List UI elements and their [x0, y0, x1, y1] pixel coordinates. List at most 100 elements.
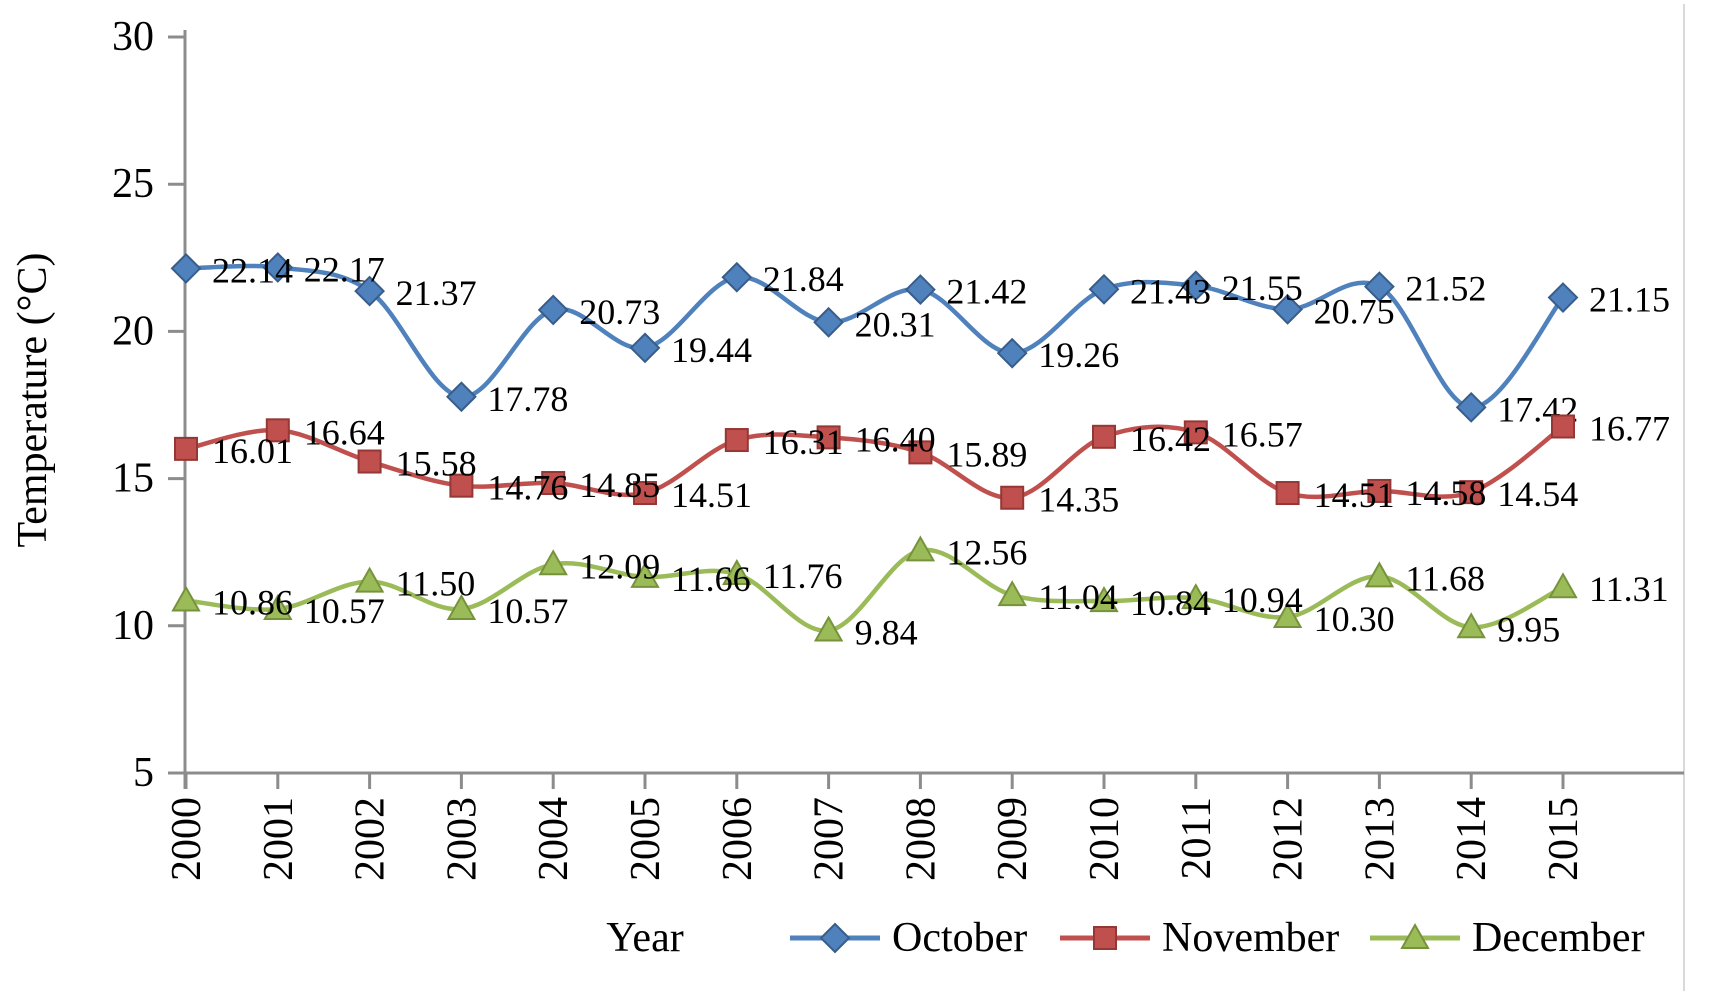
october-marker-2008 — [904, 274, 936, 306]
y-tick-label: 20 — [112, 308, 154, 354]
november-marker-2005 — [633, 481, 657, 506]
x-tick-label: 2008 — [898, 797, 944, 881]
x-tick-label: 2003 — [439, 797, 485, 881]
november-marker-2001 — [265, 418, 290, 443]
october-marker-2003 — [445, 381, 477, 413]
december-line — [183, 547, 1566, 633]
october-data-label: 21.43 — [1130, 271, 1211, 311]
november-marker-2000 — [174, 436, 198, 461]
december-data-label: 9.95 — [1497, 609, 1560, 649]
november-data-label: 16.01 — [212, 431, 293, 471]
legend-october-label: October — [892, 915, 1027, 961]
october-data-label: 21.55 — [1222, 268, 1303, 308]
x-tick-label: 2007 — [807, 797, 853, 881]
x-tick-label: 2011 — [1174, 797, 1220, 879]
november-data-label: 15.58 — [396, 444, 477, 484]
october-data-label: 20.31 — [855, 304, 936, 344]
december-data-label: 10.86 — [212, 582, 293, 622]
november-marker-2007 — [816, 425, 841, 450]
legend-december-label: December — [1472, 915, 1645, 961]
november-data-label: 16.31 — [763, 422, 844, 462]
legend-december-marker — [1400, 922, 1430, 949]
november-marker-2002 — [357, 449, 382, 474]
legend-november-label: November — [1162, 915, 1339, 961]
october-marker-2013 — [1363, 271, 1395, 303]
december-marker-2003 — [446, 593, 477, 621]
y-tick-label: 25 — [112, 161, 154, 207]
november-marker-2003 — [449, 473, 474, 498]
october-marker-2000 — [170, 252, 202, 284]
november-data-label: 14.85 — [579, 465, 660, 505]
december-marker-2002 — [354, 566, 385, 593]
november-data-label: 16.40 — [855, 419, 936, 459]
december-marker-2008 — [905, 535, 936, 562]
december-marker-2011 — [1181, 583, 1211, 610]
october-data-label: 21.37 — [396, 273, 477, 313]
november-data-label: 14.54 — [1497, 474, 1578, 514]
december-marker-2010 — [1089, 586, 1119, 613]
x-tick-label: 2012 — [1266, 797, 1312, 881]
october-marker-2005 — [629, 332, 661, 364]
november-marker-2010 — [1092, 424, 1116, 449]
october-marker-2004 — [537, 294, 569, 326]
x-tick-label: 2000 — [164, 797, 210, 881]
november-data-label: 15.89 — [946, 434, 1027, 474]
x-axis-title: Year — [606, 915, 683, 961]
december-data-label: 12.56 — [946, 532, 1027, 572]
x-tick-label: 2010 — [1082, 797, 1128, 881]
december-data-label: 10.57 — [304, 591, 385, 631]
december-data-label: 11.04 — [1038, 577, 1118, 617]
october-marker-2002 — [354, 275, 386, 307]
november-data-label: 16.42 — [1130, 419, 1211, 459]
december-marker-2012 — [1272, 601, 1303, 628]
october-data-label: 22.14 — [212, 250, 293, 290]
december-marker-2005 — [630, 561, 660, 588]
november-marker-2006 — [724, 428, 749, 453]
december-data-label: 9.84 — [855, 613, 918, 653]
december-data-label: 11.66 — [671, 559, 751, 599]
october-data-label: 20.75 — [1314, 291, 1395, 331]
october-data-label: 19.44 — [671, 330, 752, 370]
october-marker-2001 — [262, 252, 294, 283]
november-marker-2004 — [541, 471, 566, 496]
december-marker-2013 — [1364, 561, 1395, 588]
december-data-label: 11.31 — [1589, 569, 1669, 609]
october-data-label: 17.78 — [487, 379, 568, 419]
october-marker-2011 — [1180, 270, 1212, 302]
november-marker-2008 — [908, 440, 933, 465]
november-data-label: 14.58 — [1405, 473, 1486, 513]
december-data-label: 10.30 — [1314, 599, 1395, 639]
october-data-label: 19.26 — [1038, 335, 1119, 375]
november-data-label: 16.77 — [1589, 408, 1670, 448]
legend-november-marker — [1093, 926, 1117, 950]
november-line — [183, 424, 1566, 500]
december-marker-2000 — [171, 585, 201, 612]
november-marker-2011 — [1183, 420, 1208, 445]
november-marker-2009 — [1000, 485, 1025, 510]
y-axis-title: Temperature (°C) — [10, 253, 56, 548]
y-tick-label: 5 — [133, 750, 154, 796]
december-data-label: 12.09 — [579, 546, 660, 586]
october-marker-2012 — [1272, 293, 1304, 325]
x-tick-label: 2004 — [531, 797, 577, 881]
december-marker-2006 — [722, 558, 752, 585]
x-tick-label: 2009 — [990, 797, 1036, 881]
legend-october-marker — [819, 922, 851, 954]
october-data-label: 21.52 — [1405, 269, 1486, 309]
october-data-label: 21.84 — [763, 259, 844, 299]
october-marker-2006 — [721, 261, 753, 293]
x-tick-label: 2013 — [1357, 797, 1403, 881]
x-tick-label: 2015 — [1541, 797, 1587, 881]
december-marker-2009 — [997, 580, 1027, 607]
x-tick-label: 2001 — [256, 797, 302, 881]
november-marker-2013 — [1367, 478, 1392, 503]
october-data-label: 22.17 — [304, 250, 385, 290]
november-data-label: 14.51 — [671, 475, 752, 515]
december-marker-2007 — [813, 615, 844, 642]
november-marker-2015 — [1551, 414, 1575, 439]
december-marker-2001 — [263, 593, 293, 621]
x-tick-label: 2002 — [348, 797, 394, 881]
